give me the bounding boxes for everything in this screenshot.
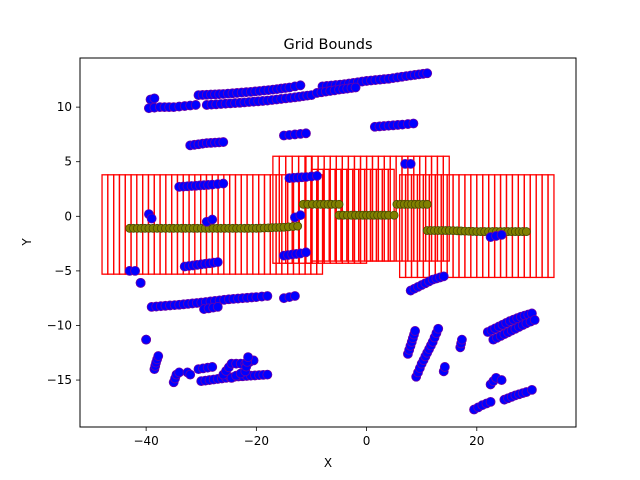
scatter-point	[243, 352, 253, 363]
scatter-point	[527, 384, 537, 395]
y-tick-label: 10	[57, 100, 72, 114]
scatter-point	[496, 375, 507, 385]
y-tick-label: 0	[64, 209, 72, 223]
plot-area	[101, 68, 555, 415]
scatter-point	[312, 171, 322, 181]
x-tick-label: −40	[133, 434, 158, 448]
x-axis-label: X	[324, 456, 332, 470]
x-axis: −40 −20 0 20	[133, 427, 484, 448]
path-point	[389, 210, 399, 220]
path-points-layer	[125, 199, 531, 236]
scatter-point	[295, 210, 306, 221]
scatter-point	[408, 118, 419, 129]
scatter-point	[218, 137, 229, 147]
scatter-point	[433, 323, 444, 334]
scatter-point	[350, 82, 361, 93]
scatter-point	[496, 229, 507, 240]
scatter-point	[301, 247, 311, 258]
scatter-point	[207, 214, 218, 225]
path-point	[522, 227, 531, 236]
x-tick-label: 0	[363, 434, 371, 448]
scatter-point	[405, 158, 416, 169]
scatter-point	[174, 367, 185, 378]
scatter-point	[290, 291, 300, 301]
y-tick-label: −10	[47, 318, 72, 332]
y-axis: −15 −10 −5 0 5 10	[47, 100, 80, 387]
scatter-point	[212, 302, 223, 312]
path-point	[334, 199, 344, 209]
scatter-point	[130, 265, 141, 276]
y-axis-label: Y	[20, 238, 34, 247]
scatter-point	[438, 271, 449, 282]
path-point	[293, 221, 303, 231]
grid-cell	[547, 174, 555, 279]
scatter-point	[135, 277, 146, 288]
scatter-point	[146, 213, 157, 224]
scatter-point	[410, 326, 420, 336]
axes-frame	[79, 57, 577, 428]
scatter-point	[485, 396, 496, 407]
scatter-point	[262, 291, 273, 301]
y-tick-label: −15	[47, 373, 72, 387]
chart-title: Grid Bounds	[284, 37, 373, 53]
x-tick-label: 20	[469, 434, 484, 448]
scatter-point	[149, 93, 160, 104]
y-tick-label: −5	[54, 264, 72, 278]
scatter-point	[262, 369, 273, 380]
x-tick-label: −20	[244, 434, 269, 448]
scatter-point	[141, 334, 152, 345]
path-point	[422, 199, 432, 209]
scatter-point	[185, 369, 196, 380]
scatter-point	[153, 351, 164, 361]
scatter-point	[457, 334, 467, 345]
scatter-point	[295, 80, 306, 91]
scatter-point	[439, 362, 450, 372]
scatter-point	[422, 68, 433, 79]
scatter-point	[529, 315, 540, 325]
scatter-point	[190, 100, 201, 110]
grid-cell	[442, 155, 450, 262]
scatter-point	[212, 257, 223, 268]
scatter-point	[218, 178, 229, 189]
scatter-points-layer	[124, 68, 540, 415]
scatter-point	[207, 362, 218, 372]
scatter-point	[301, 128, 311, 139]
y-tick-label: 5	[64, 155, 72, 169]
